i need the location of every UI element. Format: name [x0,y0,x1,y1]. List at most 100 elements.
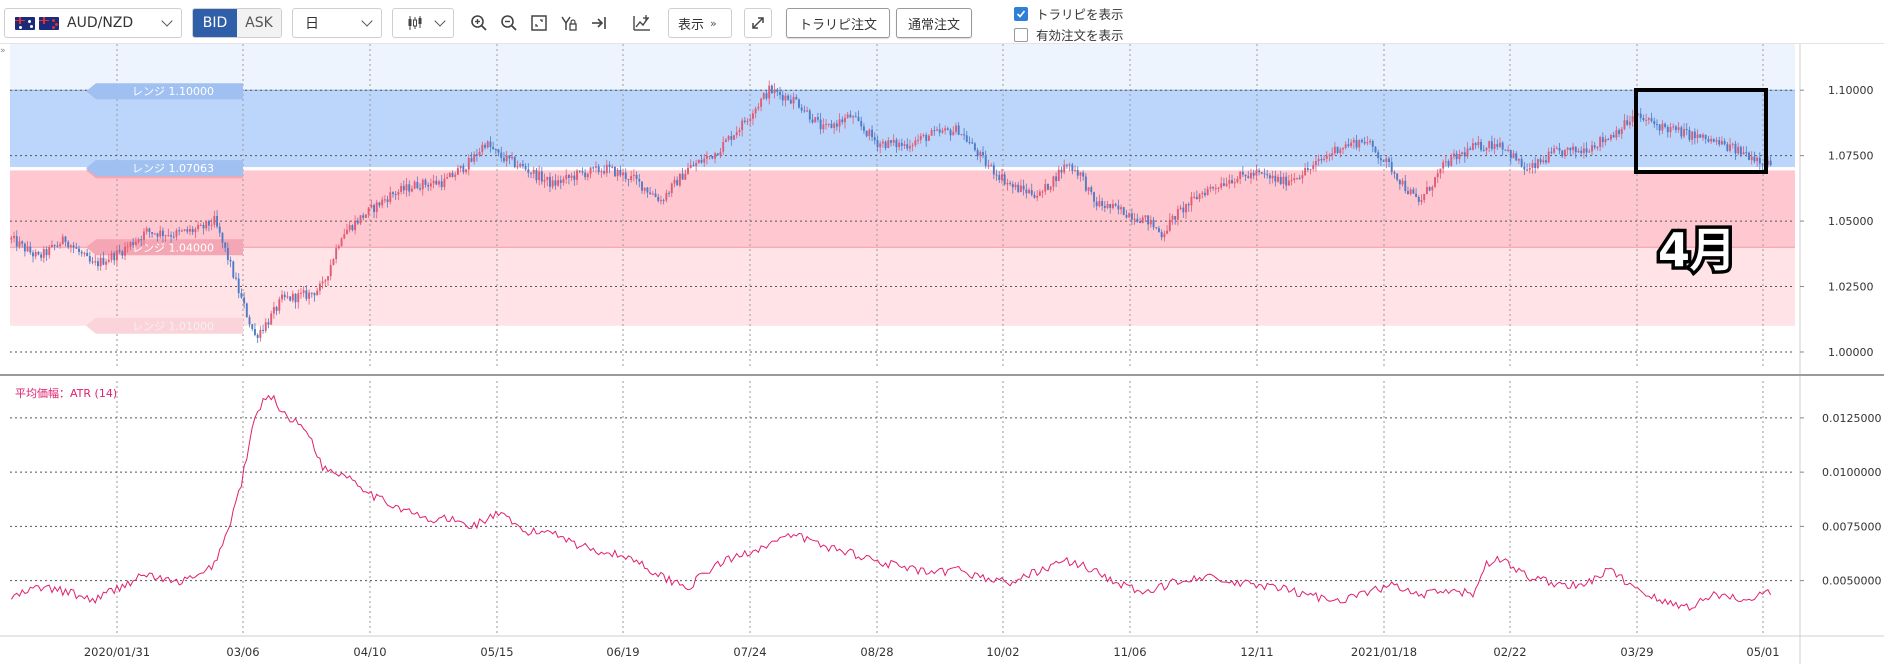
candle-body [473,154,476,162]
candle-body [1236,178,1239,183]
candle-body [597,166,600,173]
candle-body [1366,142,1369,144]
candle-body [743,120,746,122]
checkbox-checked-icon [1014,6,1028,21]
candle-body [1718,140,1721,145]
candle-body [722,141,725,152]
time-tick-label: 08/28 [860,645,893,659]
range-label-badge [86,83,243,100]
candle-body [960,134,963,136]
candle-body [121,251,124,256]
candle-body [1580,150,1583,153]
candle-body [1109,204,1112,208]
candle-body [1712,138,1715,142]
candle-body [1166,230,1169,234]
period-selector[interactable]: 日 [292,8,382,38]
candle-body [933,130,936,132]
candle-body [462,165,465,173]
candle-body [267,322,270,325]
candle-body [1650,118,1653,122]
candle-body [1063,164,1066,173]
chart-type-selector[interactable] [392,8,454,38]
candle-body [1610,135,1612,140]
bid-button[interactable]: BID [193,9,237,37]
time-tick-label: 03/29 [1620,645,1653,659]
normal-order-button[interactable]: 通常注文 [896,8,972,38]
candle-body [535,170,538,181]
zoom-in-icon[interactable] [467,11,491,35]
candle-body [432,180,435,184]
price-lock-icon[interactable] [557,11,581,35]
candle-body [706,156,708,159]
candle-body [1336,146,1339,153]
candle-body [1323,158,1326,160]
candle-body [922,134,925,136]
trap-repeat-order-button[interactable]: トラリピ注文 [786,8,890,38]
atr-tick-label: 0.0075000 [1822,520,1882,533]
ask-button[interactable]: ASK [237,9,281,37]
candle-body [475,154,478,156]
fullscreen-button[interactable] [744,8,772,38]
candle-body [383,199,386,201]
show-active-orders-checkbox[interactable]: 有効注文を表示 [1014,25,1124,44]
candle-body [75,247,78,249]
candle-body [13,236,16,238]
fit-screen-icon[interactable] [527,11,551,35]
candle-body [321,281,324,284]
candle-body [443,178,446,187]
candle-body [332,259,335,266]
candle-body [264,322,267,331]
candle-body [860,120,863,127]
side-panel-toggle-icon[interactable]: » [0,46,6,56]
candle-body [1493,144,1496,149]
candle-body [530,172,532,174]
candle-body [478,151,481,156]
candle-body [911,145,914,147]
candle-body [40,254,43,258]
candle-body [917,139,920,141]
candle-body [1244,174,1247,177]
candle-body [1461,152,1464,155]
candle-body [175,230,178,237]
candle-body [841,119,844,123]
time-tick-label: 05/01 [1746,645,1779,659]
candle-body [1017,184,1020,193]
candle-body [18,241,21,247]
range-label: レンジ 1.01000 [132,320,214,333]
candle-body [678,173,681,186]
candle-body [1490,141,1493,149]
candle-body [15,236,18,247]
candle-body [1574,146,1577,153]
zoom-out-icon[interactable] [497,11,521,35]
candle-body [643,187,646,191]
candle-body [1442,162,1445,169]
candle-body [611,166,614,168]
candle-body [1739,146,1742,155]
candle-body [1531,163,1534,168]
candle-body [240,293,243,298]
candle-body [551,180,554,187]
candle-body [868,129,871,137]
candle-body [1095,201,1098,207]
candle-body [1128,213,1131,218]
candle-body [1434,177,1436,187]
candle-body [1612,135,1615,138]
candle-body [221,232,224,243]
scroll-to-latest-icon[interactable] [587,11,611,35]
candle-body [83,252,86,254]
candle-body [1463,152,1466,157]
show-trap-checkbox[interactable]: トラリピを表示 [1014,4,1124,23]
add-indicator-icon[interactable] [630,11,654,35]
candle-body [665,192,668,201]
candle-body [88,256,91,262]
candle-body [1130,213,1133,220]
candle-body [448,173,451,178]
candle-body [624,172,627,180]
display-menu-button[interactable]: 表示 » [668,8,732,38]
candle-body [348,225,351,230]
candle-body [148,228,151,233]
annotation-box [1634,88,1768,174]
symbol-selector[interactable]: AUD/NZD [4,8,182,38]
candle-body [1615,130,1618,138]
